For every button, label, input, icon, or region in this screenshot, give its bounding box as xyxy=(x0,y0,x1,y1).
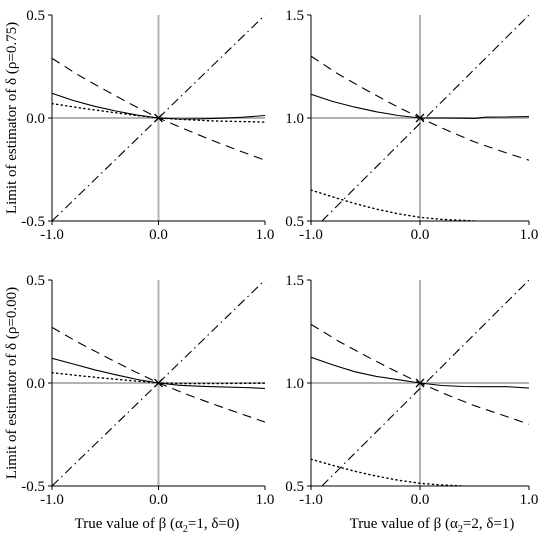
panel-top-left: -0.5 0.0 0.5 -1.0 0.0 1.0 xyxy=(21,8,274,243)
x-tick-label: 0.0 xyxy=(411,492,430,508)
x-tick-label: -1.0 xyxy=(40,492,64,508)
x-tick-label: 1.0 xyxy=(520,227,539,243)
series-dashdot-line xyxy=(321,15,529,221)
panel-top-right: 0.5 1.0 1.5 -1.0 0.0 1.0 xyxy=(285,8,538,243)
y-tick-label: 0.5 xyxy=(26,8,45,24)
intersection-marker xyxy=(415,113,425,123)
y-axis-label-bottom: Limit of estimator of δ (ρ=0.00) xyxy=(4,287,20,479)
panel-bottom-right: 0.5 1.0 1.5 -1.0 0.0 1.0 xyxy=(285,273,538,508)
y-axis-label-top: Limit of estimator of δ (ρ=0.75) xyxy=(4,22,20,214)
x-tick-label: 1.0 xyxy=(256,227,275,243)
y-tick-label: 1.5 xyxy=(285,8,304,24)
x-tick-label: 0.0 xyxy=(149,492,168,508)
intersection-marker xyxy=(154,113,163,123)
panels: -0.50.00.5-1.0 0.0 1.00.51.01.5-1.0 0.0 1.0-… xyxy=(21,8,538,508)
series-dotted-line xyxy=(311,189,476,221)
x-tick-label: 1.0 xyxy=(256,492,275,508)
y-tick-label: 1.0 xyxy=(285,376,304,392)
y-tick-label: 0.5 xyxy=(285,479,304,495)
y-tick-label: -0.5 xyxy=(21,214,45,230)
y-tick-label: 1.0 xyxy=(285,111,304,127)
series-dashdot-line xyxy=(321,280,529,486)
x-tick-label: -1.0 xyxy=(299,227,323,243)
x-tick-label: -1.0 xyxy=(40,227,64,243)
y-tick-label: 0.0 xyxy=(26,111,45,127)
intersection-marker xyxy=(154,378,163,388)
x-tick-label: 1.0 xyxy=(520,492,539,508)
y-tick-label: 1.5 xyxy=(285,273,304,289)
intersection-marker xyxy=(415,378,425,388)
panel-bottom-left: -0.5 0.0 0.5 -1.0 0.0 1.0 xyxy=(21,273,274,508)
x-axis-label-right: True value of β (α2=2, δ=1) xyxy=(350,516,515,535)
x-tick-label: -1.0 xyxy=(299,492,323,508)
series-dotted-line xyxy=(311,458,465,486)
series-solid-line xyxy=(311,93,529,119)
x-tick-label: 0.0 xyxy=(411,227,430,243)
x-tick-label: 0.0 xyxy=(149,227,168,243)
x-axis-label-left: True value of β (α2=1, δ=0) xyxy=(75,516,240,535)
y-tick-label: -0.5 xyxy=(21,479,45,495)
y-tick-label: 0.5 xyxy=(285,214,304,230)
y-tick-label: 0.0 xyxy=(26,376,45,392)
y-tick-label: 0.5 xyxy=(26,273,45,289)
